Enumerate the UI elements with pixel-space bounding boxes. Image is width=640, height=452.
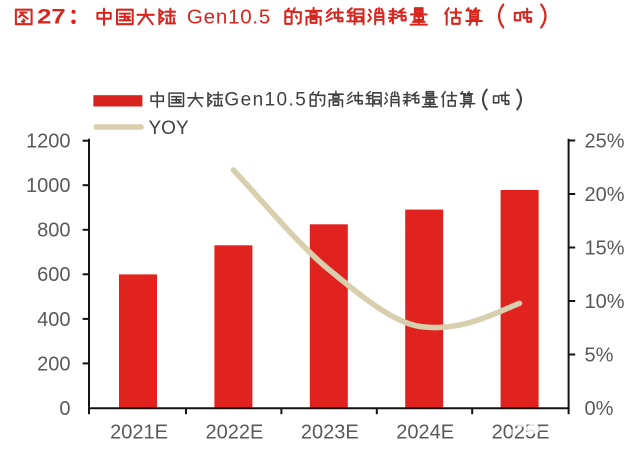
- svg-text:0%: 0%: [585, 398, 614, 420]
- svg-text:2024E: 2024E: [396, 422, 454, 444]
- svg-text:1200: 1200: [26, 131, 71, 153]
- svg-text:15%: 15%: [585, 237, 625, 259]
- svg-text:600: 600: [37, 264, 70, 286]
- svg-text:20%: 20%: [585, 184, 625, 206]
- svg-text:2022E: 2022E: [205, 422, 263, 444]
- svg-text:Gen10.5: Gen10.5: [224, 90, 305, 111]
- svg-text:800: 800: [37, 220, 70, 242]
- svg-text:200: 200: [37, 353, 70, 375]
- svg-text:YOY: YOY: [149, 118, 189, 139]
- svg-text:10%: 10%: [585, 291, 625, 313]
- svg-text:2023E: 2023E: [301, 422, 359, 444]
- svg-text:25%: 25%: [585, 130, 625, 152]
- svg-text:2021E: 2021E: [110, 422, 168, 444]
- svg-text:5%: 5%: [585, 344, 614, 366]
- svg-text:1000: 1000: [26, 175, 71, 197]
- svg-text:Gen10.5: Gen10.5: [187, 6, 270, 29]
- svg-text:400: 400: [37, 309, 70, 331]
- svg-text:27: 27: [37, 6, 65, 29]
- svg-text:0: 0: [59, 398, 70, 420]
